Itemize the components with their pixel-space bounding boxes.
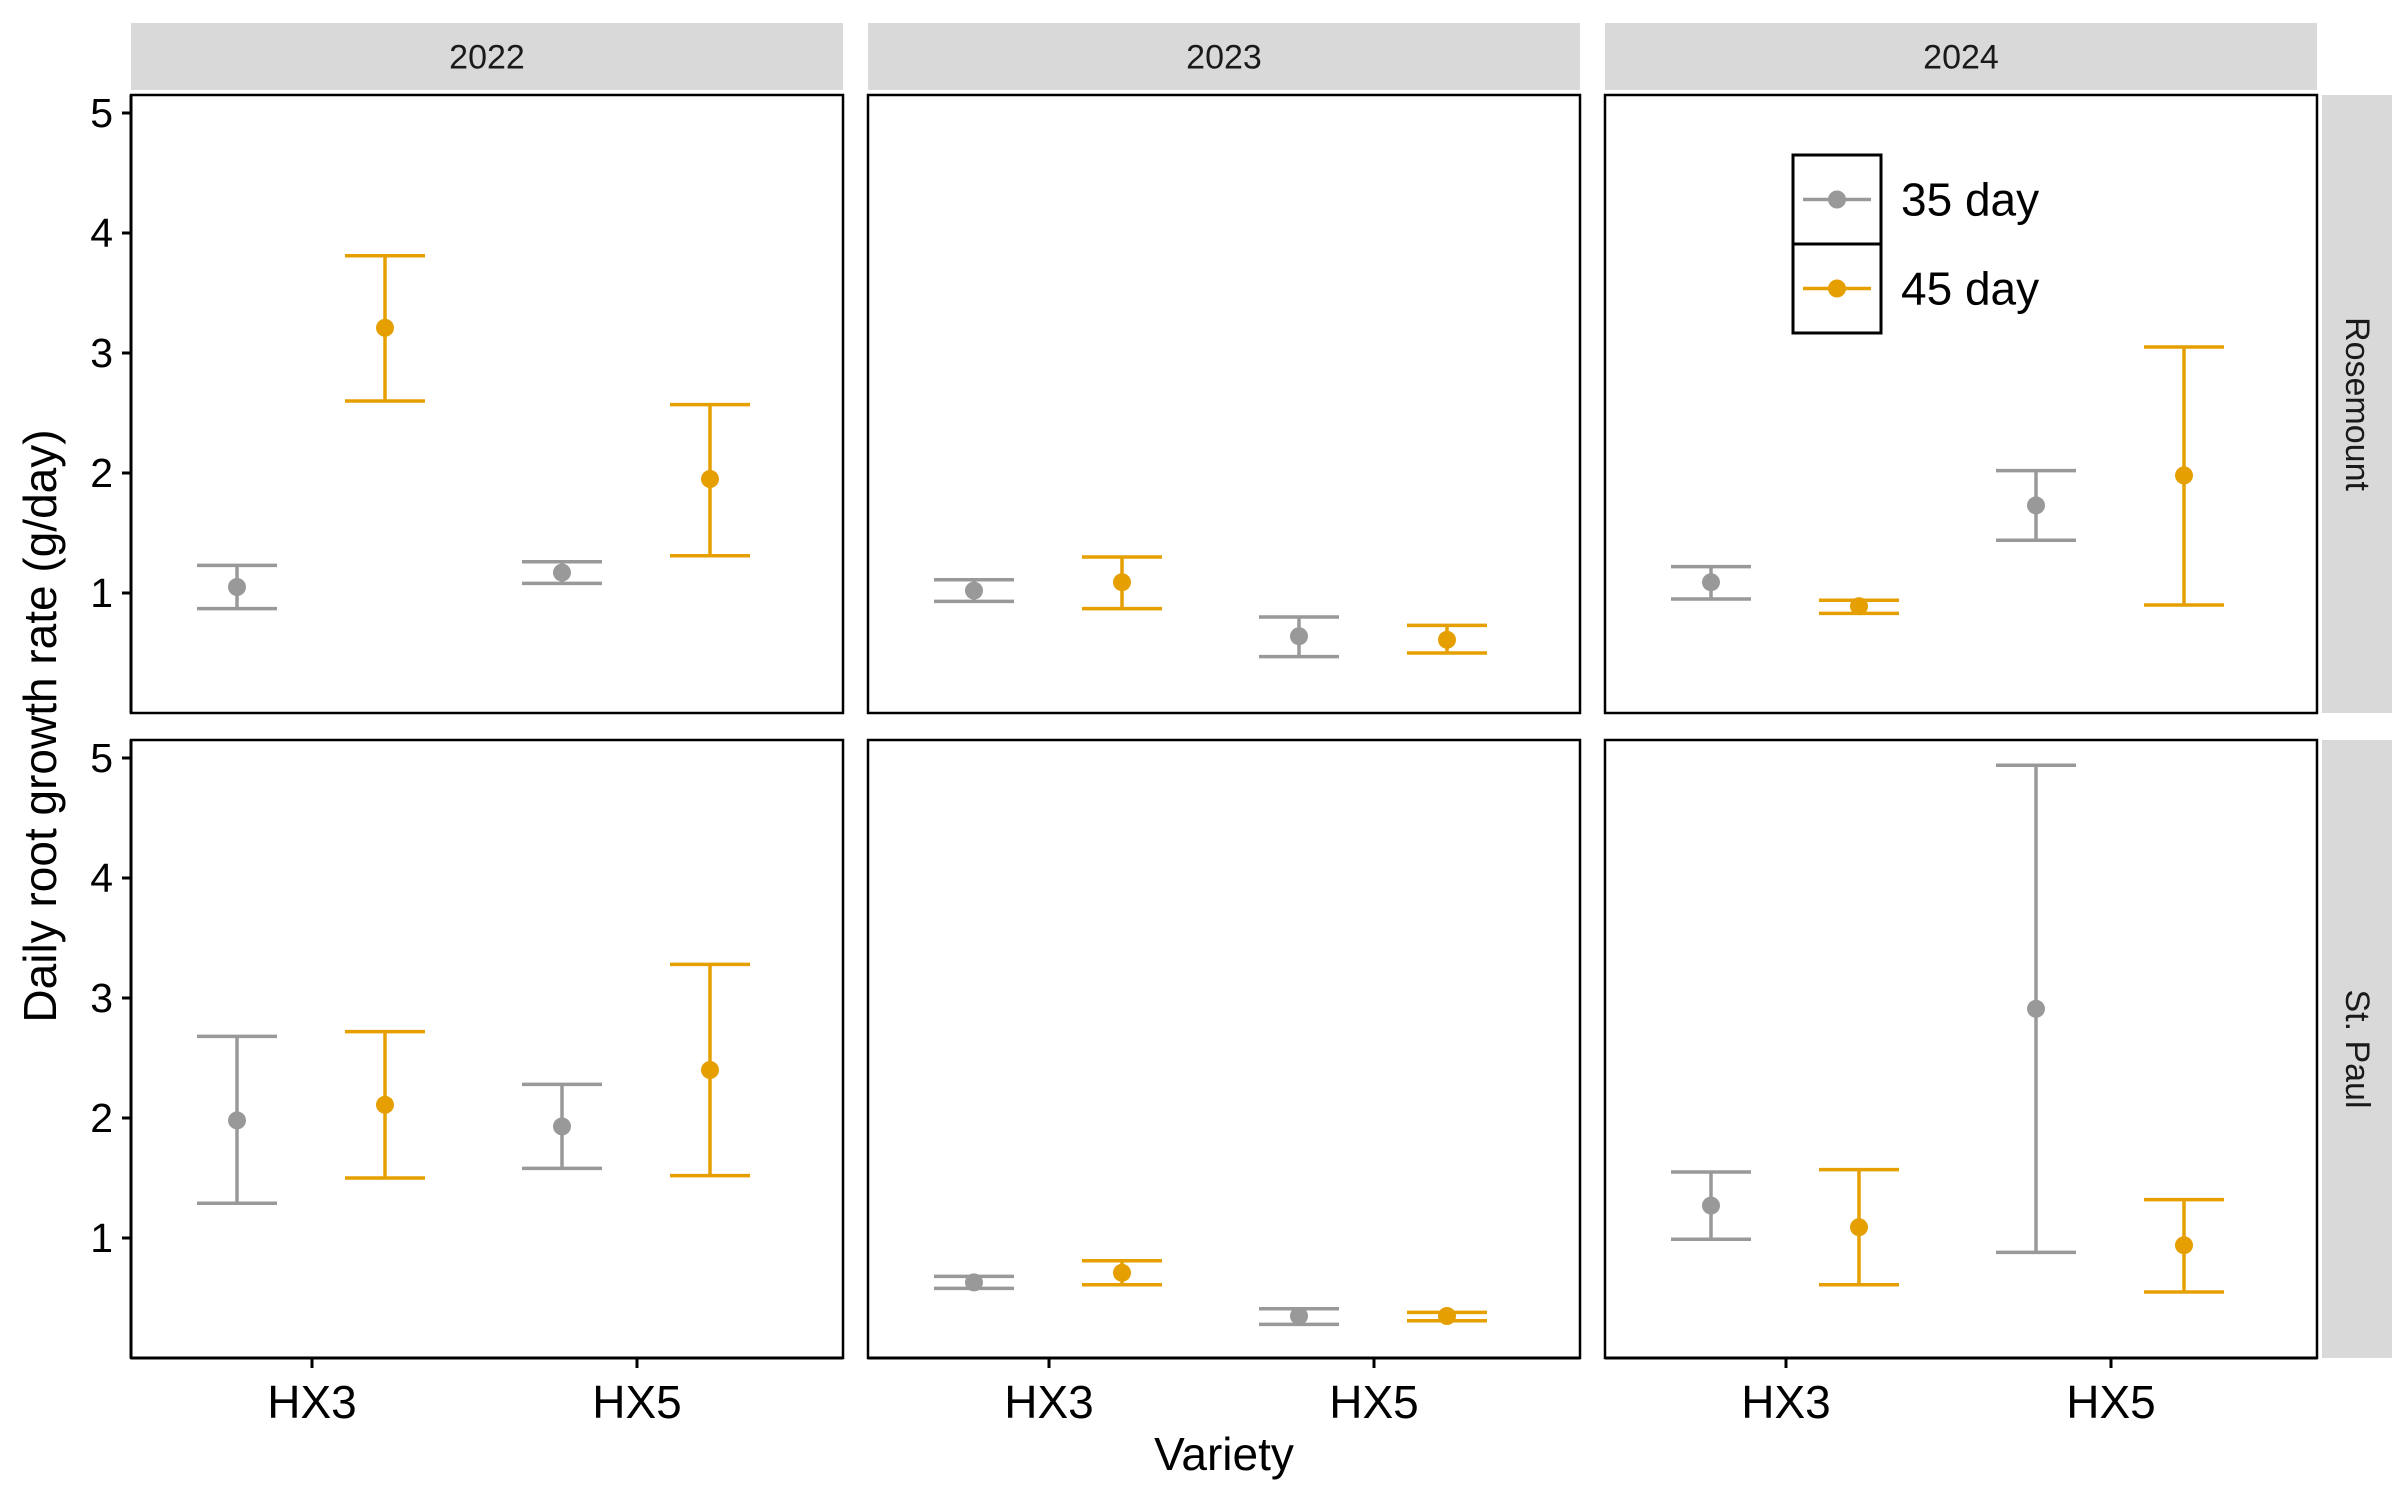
strip-label-2022: 2022 — [449, 39, 525, 77]
point-45-day-st-paul-2024-hx3 — [1850, 1218, 1868, 1237]
y-axis-title: Daily root growth rate (g/day) — [14, 429, 66, 1022]
y-tick-label-rosemount-3: 3 — [90, 330, 113, 376]
point-35-day-rosemount-2024-hx3 — [1702, 573, 1720, 592]
legend-key-point-45-day — [1828, 279, 1846, 298]
point-45-day-rosemount-2024-hx5 — [2175, 466, 2193, 485]
point-35-day-st-paul-2022-hx3 — [228, 1111, 246, 1130]
point-45-day-st-paul-2023-hx5 — [1438, 1307, 1456, 1325]
point-45-day-st-paul-2022-hx3 — [376, 1095, 394, 1114]
point-45-day-rosemount-2023-hx3 — [1113, 573, 1131, 592]
y-tick-label-rosemount-5: 5 — [90, 90, 113, 136]
point-35-day-rosemount-2023-hx3 — [965, 581, 983, 600]
point-35-day-rosemount-2022-hx5 — [553, 563, 571, 582]
panel-st-paul-2022 — [129, 738, 845, 1360]
point-45-day-st-paul-2022-hx5 — [701, 1061, 719, 1079]
point-45-day-rosemount-2022-hx5 — [701, 470, 719, 488]
point-35-day-st-paul-2024-hx3 — [1702, 1196, 1720, 1215]
legend-label-45-day: 45 day — [1901, 263, 2039, 315]
point-45-day-rosemount-2022-hx3 — [376, 318, 394, 337]
point-45-day-st-paul-2023-hx3 — [1113, 1263, 1131, 1282]
y-tick-label-st-paul-3: 3 — [90, 975, 113, 1021]
strip-location-st-paul — [2322, 740, 2392, 1358]
point-35-day-rosemount-2023-hx5 — [1290, 627, 1308, 646]
legend-label-35-day: 35 day — [1901, 174, 2039, 226]
point-35-day-st-paul-2023-hx3 — [965, 1273, 983, 1292]
x-tick-label-2022-hx3: HX3 — [267, 1376, 356, 1428]
point-45-day-rosemount-2024-hx3 — [1850, 597, 1868, 616]
x-tick-label-2024-hx5: HX5 — [2066, 1376, 2155, 1428]
x-tick-label-2023-hx5: HX5 — [1329, 1376, 1418, 1428]
y-tick-label-rosemount-1: 1 — [90, 570, 113, 616]
point-35-day-st-paul-2022-hx5 — [553, 1117, 571, 1136]
strip-year-2024 — [1605, 23, 2317, 90]
strip-label-rosemount: Rosemount — [2338, 317, 2376, 491]
y-tick-label-st-paul-1: 1 — [90, 1215, 113, 1261]
y-tick-label-st-paul-2: 2 — [90, 1095, 113, 1141]
point-35-day-rosemount-2022-hx3 — [228, 578, 246, 596]
panel-rosemount-2024 — [1603, 93, 2319, 715]
panel-rosemount-2023 — [866, 93, 1582, 715]
x-tick-label-2024-hx3: HX3 — [1741, 1376, 1830, 1428]
x-tick-label-2022-hx5: HX5 — [592, 1376, 681, 1428]
point-35-day-rosemount-2024-hx5 — [2027, 496, 2045, 515]
x-axis-title: Variety — [1154, 1428, 1294, 1480]
strip-year-2022 — [131, 23, 843, 90]
legend-key-point-35-day — [1828, 190, 1846, 209]
y-tick-label-st-paul-4: 4 — [90, 855, 113, 901]
strip-label-2024: 2024 — [1923, 39, 1999, 77]
point-35-day-st-paul-2023-hx5 — [1290, 1307, 1308, 1325]
strip-year-2023 — [868, 23, 1580, 90]
point-35-day-st-paul-2024-hx5 — [2027, 999, 2045, 1018]
x-tick-label-2023-hx3: HX3 — [1004, 1376, 1093, 1428]
y-tick-label-st-paul-5: 5 — [90, 735, 113, 781]
strip-label-2023: 2023 — [1186, 39, 1262, 77]
y-tick-label-rosemount-2: 2 — [90, 450, 113, 496]
panel-st-paul-2024 — [1603, 738, 2319, 1360]
strip-label-st-paul: St. Paul — [2338, 989, 2376, 1108]
strip-location-rosemount — [2322, 95, 2392, 713]
panel-st-paul-2023 — [866, 738, 1582, 1360]
point-45-day-rosemount-2023-hx5 — [1438, 630, 1456, 649]
y-tick-label-rosemount-4: 4 — [90, 210, 113, 256]
point-45-day-st-paul-2024-hx5 — [2175, 1236, 2193, 1255]
